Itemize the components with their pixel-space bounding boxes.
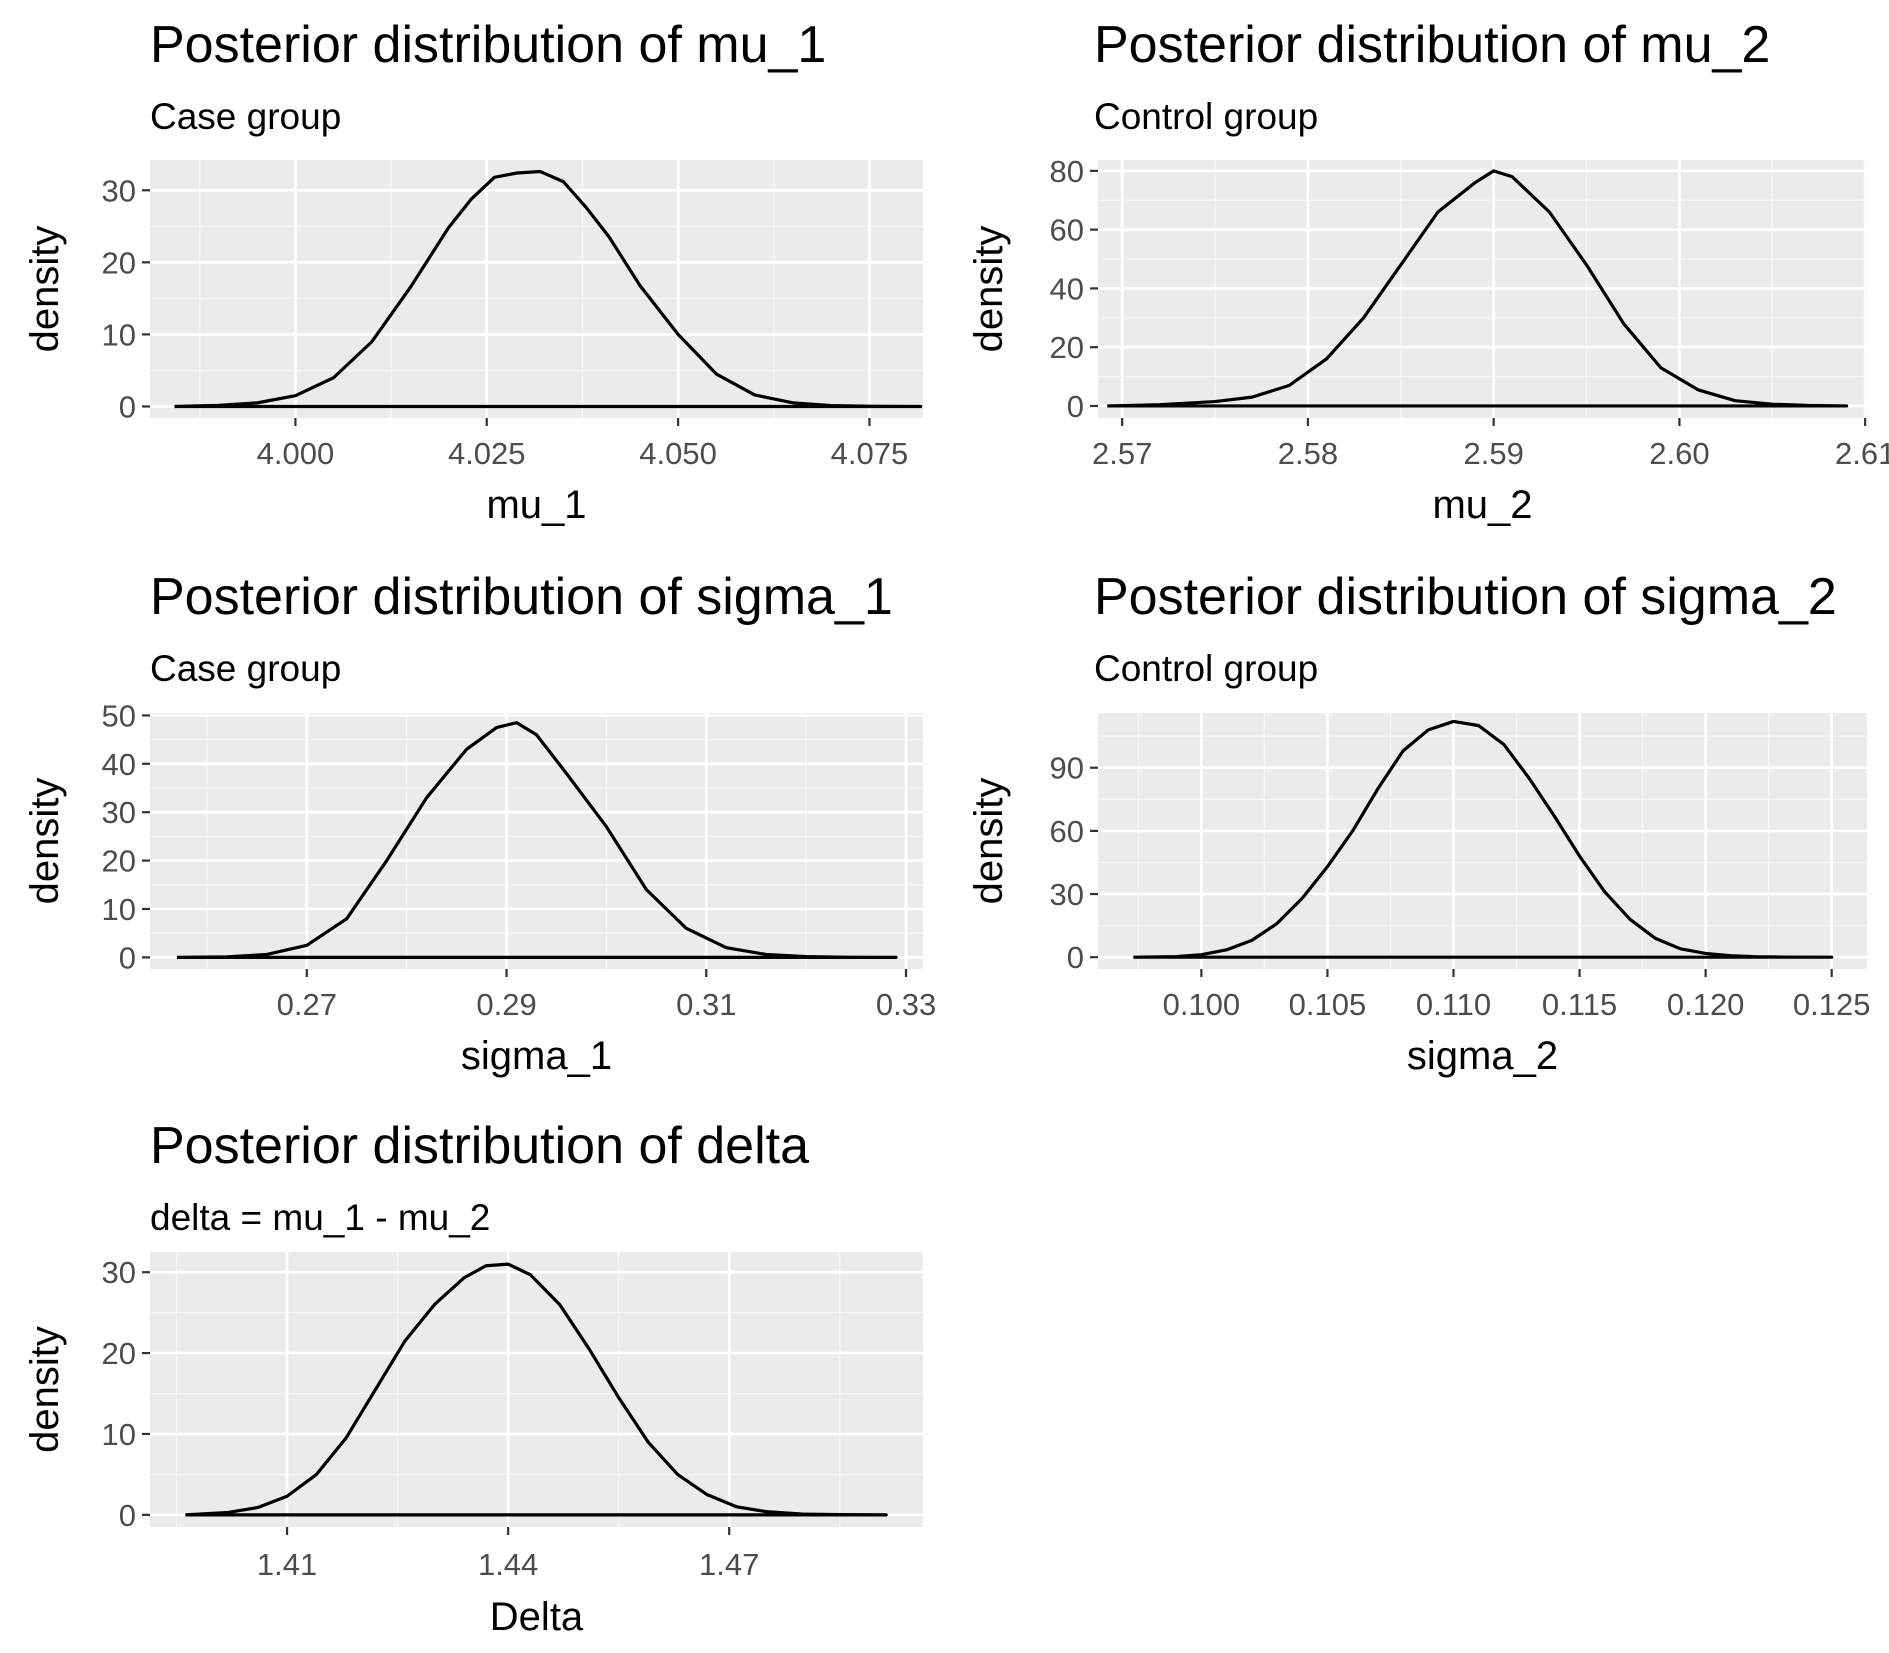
x-tick-label: 2.60 [1649, 436, 1709, 471]
chart-title: Posterior distribution of delta [150, 1117, 809, 1175]
y-tick-label: 50 [102, 698, 136, 733]
x-tick-label: 0.29 [476, 987, 536, 1022]
x-tick-label: 0.105 [1289, 987, 1367, 1022]
x-axis-label: mu_2 [1432, 483, 1532, 527]
y-axis-label: density [23, 778, 67, 905]
chart-subtitle: Case group [150, 648, 341, 689]
x-tick-label: 4.025 [448, 436, 526, 471]
density-curve [1133, 719, 1834, 959]
chart-panel-2: Posterior distribution of sigma_1 Case gr… [23, 568, 936, 1078]
x-tick-label: 1.47 [699, 1547, 759, 1582]
y-tick-label: 20 [102, 1336, 136, 1371]
chart-subtitle: Control group [1094, 648, 1318, 689]
x-axis-label: mu_1 [486, 483, 586, 527]
y-tick-label: 10 [102, 1417, 136, 1452]
x-tick-label: 1.41 [257, 1547, 317, 1582]
x-tick-label: 4.075 [831, 436, 909, 471]
chart-panel-1: Posterior distribution of mu_2 Control gr… [967, 16, 1889, 527]
x-tick-label: 1.44 [478, 1547, 538, 1582]
x-tick-label: 0.110 [1416, 987, 1491, 1022]
x-tick-label: 2.61 [1835, 436, 1889, 471]
x-tick-label: 0.33 [876, 987, 936, 1022]
x-tick-label: 0.125 [1793, 987, 1871, 1022]
chart-title: Posterior distribution of sigma_2 [1094, 568, 1837, 626]
x-tick-label: 4.000 [257, 436, 335, 471]
x-axis-label: Delta [490, 1595, 584, 1639]
chart-title: Posterior distribution of sigma_1 [150, 568, 893, 626]
y-axis-label: density [23, 226, 67, 353]
y-tick-label: 0 [119, 389, 136, 424]
y-tick-label: 40 [102, 747, 136, 782]
y-tick-label: 0 [119, 940, 136, 975]
density-curve [174, 169, 923, 409]
x-tick-label: 2.58 [1278, 436, 1338, 471]
y-axis-label: density [967, 226, 1011, 353]
density-curve [185, 1262, 888, 1517]
x-axis-label: sigma_1 [461, 1034, 612, 1078]
y-axis-label: density [967, 778, 1011, 905]
y-tick-label: 60 [1050, 814, 1084, 849]
y-tick-label: 20 [102, 245, 136, 280]
density-curve [176, 721, 898, 959]
plot-panel-background [150, 160, 923, 418]
plot-panel-background [150, 713, 923, 969]
y-tick-label: 30 [102, 1255, 136, 1290]
y-tick-label: 0 [1067, 389, 1084, 424]
y-tick-label: 60 [1050, 213, 1084, 248]
x-tick-label: 2.57 [1092, 436, 1152, 471]
y-tick-label: 40 [1050, 271, 1084, 306]
chart-title: Posterior distribution of mu_2 [1094, 16, 1770, 74]
y-tick-label: 30 [102, 795, 136, 830]
x-tick-label: 4.050 [639, 436, 717, 471]
y-tick-label: 90 [1050, 751, 1084, 786]
chart-subtitle: Case group [150, 96, 341, 137]
y-tick-label: 30 [102, 173, 136, 208]
x-tick-label: 0.100 [1163, 987, 1241, 1022]
chart-panel-3: Posterior distribution of sigma_2 Control… [967, 568, 1870, 1078]
y-tick-label: 30 [1050, 877, 1084, 912]
chart-title: Posterior distribution of mu_1 [150, 16, 826, 74]
chart-subtitle: delta = mu_1 - mu_2 [150, 1197, 490, 1238]
x-tick-label: 0.115 [1542, 987, 1617, 1022]
y-tick-label: 0 [119, 1498, 136, 1533]
x-axis-label: sigma_2 [1407, 1034, 1558, 1078]
y-tick-label: 80 [1050, 154, 1084, 189]
x-tick-label: 0.120 [1667, 987, 1745, 1022]
y-tick-label: 20 [1050, 330, 1084, 365]
y-tick-label: 0 [1067, 940, 1084, 975]
chart-panel-4: Posterior distribution of delta delta = m… [23, 1117, 923, 1639]
chart-panel-0: Posterior distribution of mu_1 Case group… [23, 16, 923, 527]
y-tick-label: 10 [102, 892, 136, 927]
plot-panel-background [1098, 713, 1867, 969]
x-tick-label: 2.59 [1463, 436, 1523, 471]
x-tick-label: 0.31 [676, 987, 736, 1022]
y-tick-label: 20 [102, 844, 136, 879]
density-curve [1107, 169, 1849, 408]
plot-panel-background [150, 1252, 923, 1527]
y-tick-label: 10 [102, 317, 136, 352]
x-tick-label: 0.27 [277, 987, 337, 1022]
chart-subtitle: Control group [1094, 96, 1318, 137]
y-axis-label: density [23, 1326, 67, 1453]
